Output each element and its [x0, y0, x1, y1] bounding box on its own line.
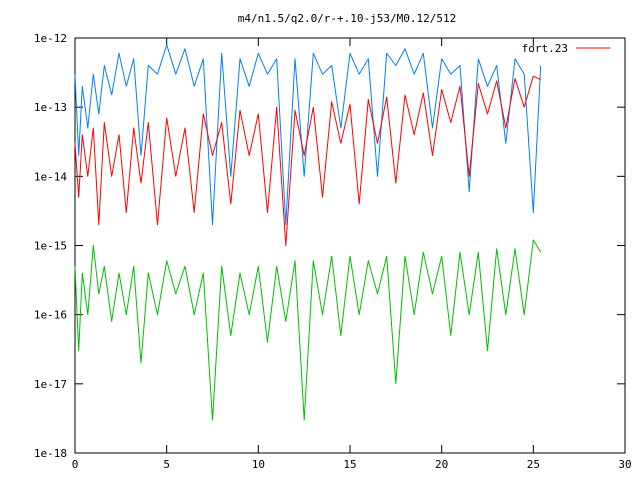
x-tick-label: 30 [618, 458, 631, 471]
series-line-3 [74, 239, 542, 421]
x-tick-label: 20 [435, 458, 448, 471]
x-tick-label: 25 [527, 458, 540, 471]
y-tick-label: 1e-15 [34, 240, 67, 253]
series-line-2 [74, 75, 541, 246]
y-tick-label: 1e-18 [34, 447, 67, 460]
legend: fort.23 [522, 42, 610, 55]
series-layer [74, 44, 542, 421]
x-tick-label: 10 [252, 458, 265, 471]
y-tick-label: 1e-13 [34, 101, 67, 114]
axes: 1e-18 1e-17 1e-16 1e-15 1e-14 1e-13 1e-12 0 5 10 1… [34, 32, 632, 471]
x-tick-label: 5 [163, 458, 170, 471]
y-tick-label: 1e-14 [34, 170, 67, 183]
y-tick-label: 1e-16 [34, 309, 67, 322]
y-tick-label: 1e-17 [34, 378, 67, 391]
plot-frame [74, 37, 626, 454]
y-tick-label: 1e-12 [34, 32, 67, 45]
x-tick-label: 15 [343, 458, 356, 471]
series-line-1 [74, 44, 542, 226]
legend-label-fort-23: fort.23 [522, 42, 568, 55]
chart-title: m4/n1.5/q2.0/r-+.10-j53/M0.12/512 [238, 12, 457, 25]
x-tick-label: 0 [72, 458, 79, 471]
